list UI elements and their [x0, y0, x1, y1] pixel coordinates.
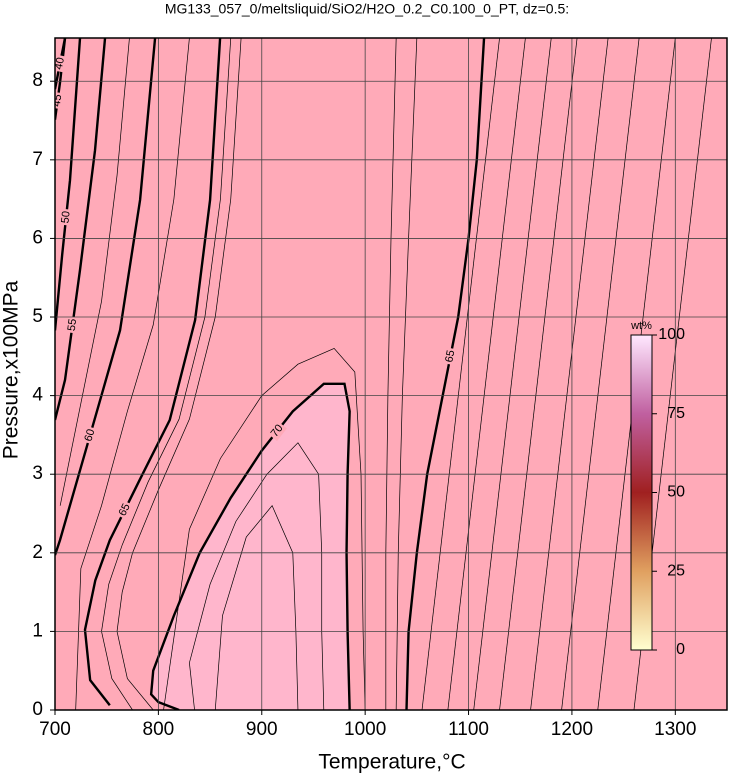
plot-frame [54, 37, 728, 711]
colorbar-tick-label: 100 [658, 326, 685, 343]
contour-label-bg [65, 316, 80, 334]
contour-label-bg [267, 420, 287, 441]
x-tick-label: 700 [39, 719, 71, 740]
contour-label: 40 [53, 56, 67, 70]
y-tick-label: 1 [32, 620, 43, 641]
colorbar-tick-label: 75 [667, 405, 685, 422]
contour-line [55, 38, 157, 556]
x-tick-label: 900 [246, 719, 278, 740]
contour-label-bg [55, 54, 68, 73]
contour-line [116, 38, 242, 710]
y-tick-label: 6 [32, 227, 43, 248]
plot-background [55, 38, 727, 710]
y-tick-label: 5 [32, 306, 43, 327]
contour-line [499, 38, 578, 710]
contour-label-bg [59, 208, 73, 226]
contour-line [59, 38, 130, 506]
x-axis-label: Temperature,°C [318, 751, 465, 774]
y-tick-label: 7 [32, 149, 43, 170]
x-tick-label: 1000 [344, 719, 386, 740]
contour-label: 60 [83, 428, 98, 443]
x-tick-label: 1200 [551, 719, 593, 740]
contour-label-bg [443, 347, 458, 366]
chart-title: MG133_057_0/meltsliquid/SiO2/H2O_0.2_C0.… [165, 1, 569, 17]
contour-label-group: 50 [59, 208, 73, 226]
contour-line [473, 38, 552, 710]
contour-label: 70 [269, 422, 286, 439]
contour-label-bg [82, 425, 99, 445]
contour-line [189, 442, 325, 710]
contour-label: 65 [443, 349, 457, 363]
y-tick-label: 0 [32, 699, 43, 720]
contour-line [447, 38, 526, 710]
contour-line [75, 38, 190, 710]
y-axis-label: Pressure,x100MPa [0, 280, 23, 459]
contour-label-bg [115, 500, 134, 520]
contour-label-group: 70 [267, 420, 287, 441]
x-tick-label: 1300 [654, 719, 696, 740]
contour-label-group: 55 [65, 316, 80, 334]
y-tick-label: 4 [32, 385, 43, 406]
contour-line [561, 38, 640, 710]
contour-label: 45 [51, 94, 65, 108]
y-tick-label: 3 [32, 463, 43, 484]
contour-line [101, 38, 232, 710]
inner-region [151, 383, 350, 710]
contour-label-group: 60 [82, 425, 99, 445]
contour-label-bg [55, 91, 65, 110]
x-tick-label: 800 [143, 719, 175, 740]
contour-line [163, 348, 366, 710]
colorbar-label: wt% [630, 320, 652, 332]
contour-label-group: 65 [443, 347, 458, 366]
colorbar-tick-label: 0 [676, 641, 685, 658]
contour-label: 50 [59, 210, 72, 223]
contour-label-group: 40 [53, 54, 68, 73]
contour-line [55, 38, 107, 421]
x-tick-label: 1100 [448, 719, 489, 740]
y-tick-label: 2 [32, 542, 43, 563]
y-tick-label: 8 [32, 70, 43, 91]
colorbar-tick-label: 25 [667, 562, 685, 579]
contour-line [421, 38, 500, 710]
contour-label: 65 [117, 502, 133, 518]
colorbar [630, 334, 653, 651]
contour-line [530, 38, 609, 710]
contour-label: 55 [66, 318, 80, 332]
colorbar-tick-label: 50 [667, 484, 685, 501]
contour-label-group: 45 [51, 91, 65, 110]
contour-label-group: 65 [115, 500, 134, 520]
